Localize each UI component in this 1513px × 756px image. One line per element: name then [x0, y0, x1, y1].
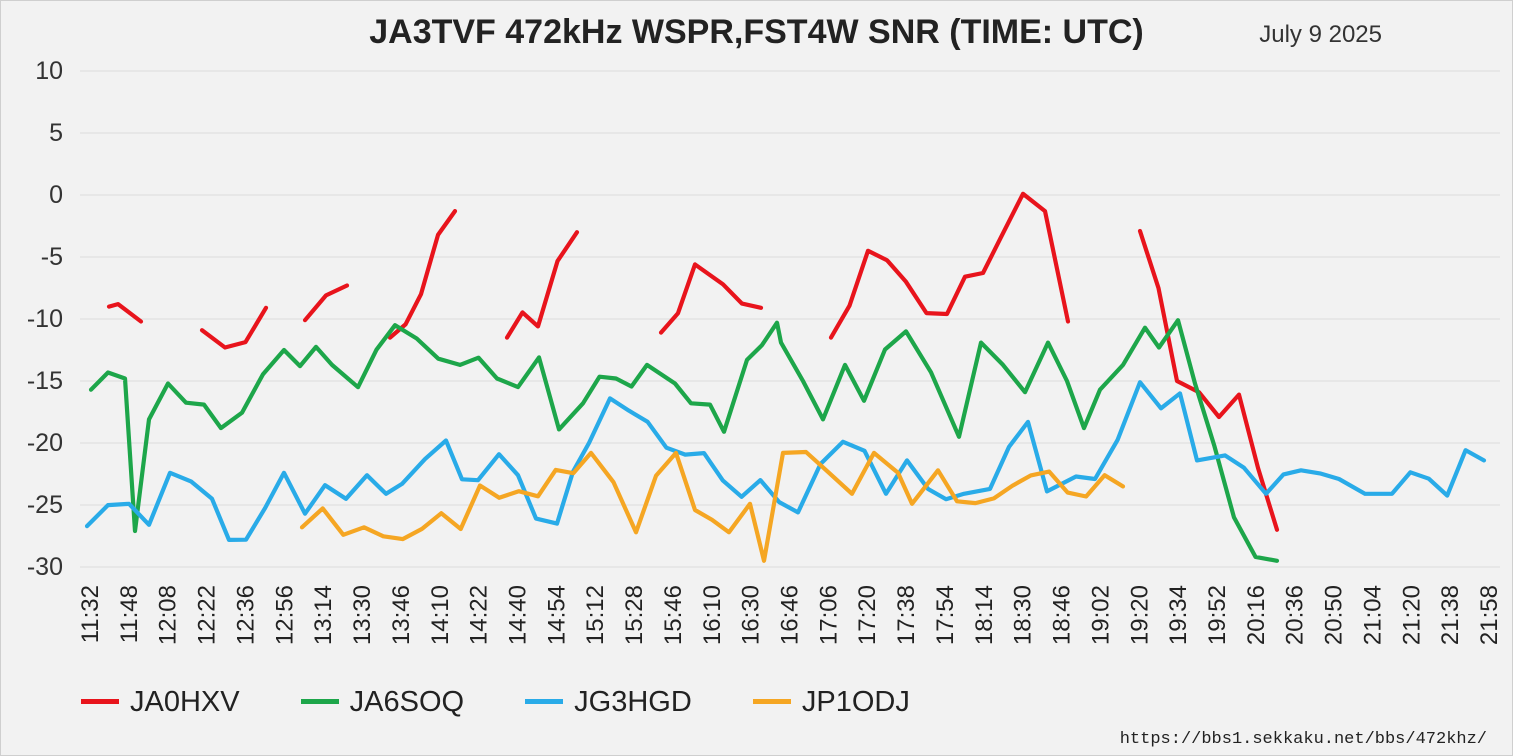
- svg-text:20:50: 20:50: [1321, 585, 1348, 645]
- svg-text:12:56: 12:56: [271, 585, 298, 645]
- svg-text:5: 5: [49, 119, 63, 147]
- svg-text:19:02: 19:02: [1087, 585, 1114, 645]
- svg-text:15:46: 15:46: [660, 585, 687, 645]
- svg-text:17:20: 17:20: [854, 585, 881, 645]
- svg-text:15:12: 15:12: [582, 585, 609, 645]
- svg-text:12:22: 12:22: [194, 585, 221, 645]
- svg-text:-25: -25: [27, 491, 63, 519]
- svg-text:20:36: 20:36: [1282, 585, 1309, 645]
- svg-text:21:38: 21:38: [1437, 585, 1464, 645]
- svg-text:18:46: 18:46: [1049, 585, 1076, 645]
- svg-text:19:52: 19:52: [1204, 585, 1231, 645]
- svg-text:11:32: 11:32: [77, 585, 104, 643]
- svg-text:19:20: 19:20: [1126, 585, 1153, 645]
- svg-text:21:58: 21:58: [1476, 585, 1503, 645]
- svg-text:11:48: 11:48: [116, 585, 143, 643]
- svg-text:14:10: 14:10: [427, 585, 454, 645]
- svg-text:13:46: 13:46: [388, 585, 415, 645]
- svg-text:-30: -30: [27, 553, 63, 581]
- svg-text:16:10: 16:10: [699, 585, 726, 645]
- svg-text:16:30: 16:30: [738, 585, 765, 645]
- svg-text:15:28: 15:28: [621, 585, 648, 645]
- svg-text:-15: -15: [27, 367, 63, 395]
- svg-text:-20: -20: [27, 429, 63, 457]
- svg-text:17:38: 17:38: [893, 585, 920, 645]
- svg-text:13:30: 13:30: [349, 585, 376, 645]
- svg-text:-5: -5: [41, 243, 63, 271]
- svg-text:17:06: 17:06: [815, 585, 842, 645]
- svg-text:14:40: 14:40: [504, 585, 531, 645]
- svg-text:20:16: 20:16: [1243, 585, 1270, 645]
- svg-text:10: 10: [35, 57, 63, 85]
- svg-text:12:36: 12:36: [232, 585, 259, 645]
- svg-text:14:22: 14:22: [466, 585, 493, 645]
- svg-text:21:04: 21:04: [1359, 585, 1386, 645]
- svg-text:19:34: 19:34: [1165, 585, 1192, 645]
- svg-text:12:08: 12:08: [155, 585, 182, 645]
- svg-text:16:46: 16:46: [777, 585, 804, 645]
- svg-text:13:14: 13:14: [310, 585, 337, 645]
- svg-text:18:14: 18:14: [971, 585, 998, 645]
- svg-text:17:54: 17:54: [932, 585, 959, 645]
- svg-text:14:54: 14:54: [543, 585, 570, 645]
- svg-text:18:30: 18:30: [1010, 585, 1037, 645]
- svg-text:-10: -10: [27, 305, 63, 333]
- svg-text:21:20: 21:20: [1398, 585, 1425, 645]
- svg-text:0: 0: [49, 181, 63, 209]
